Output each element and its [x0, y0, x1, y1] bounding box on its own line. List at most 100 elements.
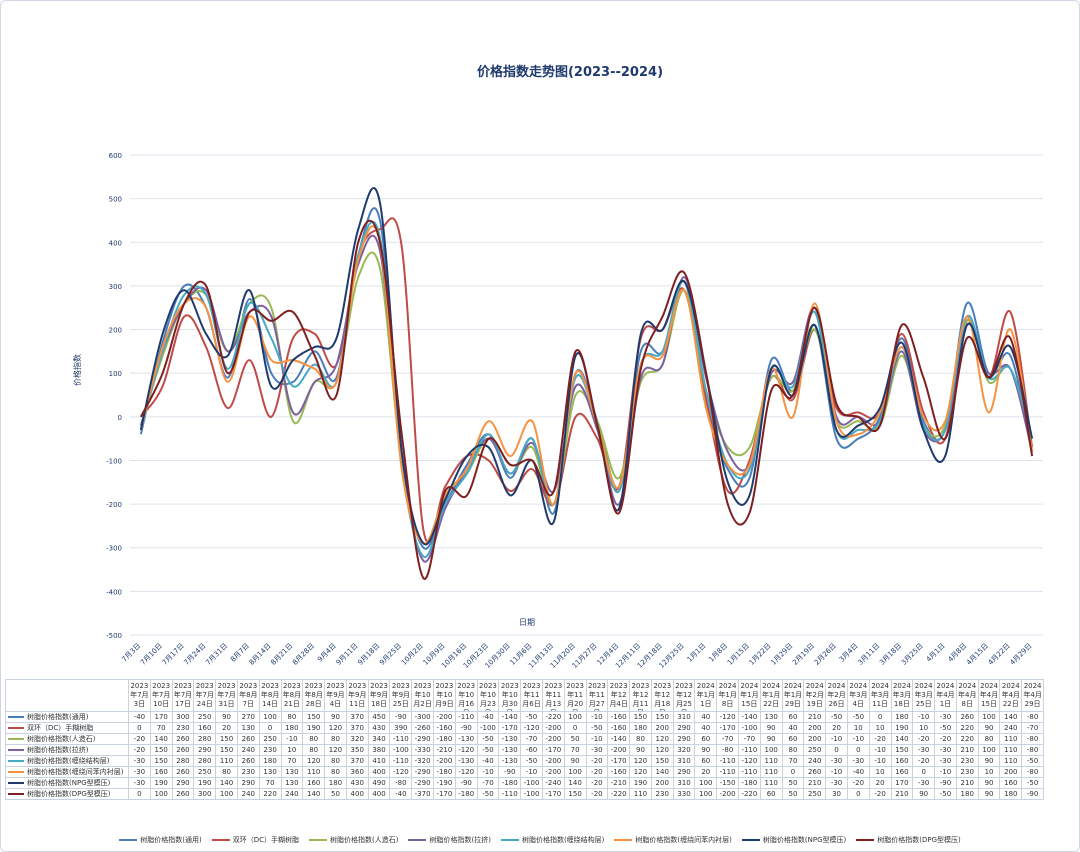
table-cell: 110 — [1000, 734, 1023, 745]
table-cell: -130 — [455, 756, 478, 767]
table-cell: -150 — [717, 778, 739, 789]
table-cell: -30 — [847, 756, 870, 767]
table-cell: 90 — [978, 789, 1001, 800]
table-cell: 180 — [891, 712, 914, 723]
table-cell: -20 — [847, 778, 870, 789]
table-cell: -20 — [869, 789, 892, 800]
table-row-label: 树脂价格指数(缠绕结构层) — [6, 756, 129, 767]
y-tick-label: 0 — [118, 414, 122, 422]
table-cell: 140 — [216, 778, 238, 789]
table-cell: 230 — [237, 767, 260, 778]
legend-label: 树脂价格指数(通用) — [140, 836, 202, 844]
table-cell: 180 — [325, 778, 347, 789]
table-header: 2023年12月4日 — [608, 680, 631, 712]
table-cell: 100 — [978, 712, 1001, 723]
legend: 树脂价格指数(通用) 双环（DC）手糊树脂 树脂价格指数(人造石) 树脂价格指数(拉挤… — [0, 835, 1080, 845]
table-cell: 290 — [237, 778, 260, 789]
table-cell: -90 — [390, 712, 413, 723]
table-cell: -160 — [608, 767, 631, 778]
table-cell: 120 — [630, 756, 652, 767]
table-cell: 60 — [760, 789, 783, 800]
table-cell: 150 — [216, 745, 238, 756]
table-cell: 250 — [194, 712, 217, 723]
y-tick-label: -400 — [106, 588, 122, 596]
table-cell: 130 — [259, 767, 282, 778]
table-cell: 20 — [826, 723, 848, 734]
table-cell: -50 — [586, 723, 609, 734]
legend-label: 树脂价格指数(缠绕结构层) — [521, 836, 605, 844]
table-cell: 80 — [630, 734, 652, 745]
table-cell: 310 — [673, 778, 696, 789]
table-cell: -30 — [913, 778, 936, 789]
table-cell: 0 — [847, 789, 870, 800]
table-cell: -120 — [739, 756, 761, 767]
table-cell: 260 — [237, 756, 260, 767]
legend-item: 双环（DC）手糊树脂 — [211, 835, 299, 845]
table-cell: 60 — [782, 734, 805, 745]
legend-label: 树脂价格指数(DPG型模压) — [877, 836, 961, 844]
table-cell: -170 — [434, 789, 456, 800]
table-cell: 260 — [956, 712, 979, 723]
y-tick-label: 200 — [109, 327, 122, 335]
table-cell: -120 — [390, 767, 413, 778]
table-cell: -110 — [455, 712, 478, 723]
table-cell: 0 — [129, 723, 151, 734]
table-cell: -160 — [434, 723, 456, 734]
table-cell: 80 — [303, 745, 326, 756]
x-tick-label: 1月29日 — [769, 642, 794, 667]
table-cell: 90 — [978, 723, 1001, 734]
table-cell: -90 — [1022, 789, 1044, 800]
table-cell: -100 — [521, 778, 543, 789]
table-cell: 200 — [1000, 767, 1023, 778]
table-cell: 110 — [1000, 745, 1023, 756]
table-cell: -80 — [717, 745, 739, 756]
table-cell: -110 — [390, 734, 413, 745]
table-cell: 260 — [237, 734, 260, 745]
row-name: 树脂价格指数(人造石) — [27, 735, 96, 743]
table-cell: 210 — [804, 712, 827, 723]
table-cell: 50 — [564, 734, 587, 745]
table-cell: 320 — [673, 745, 696, 756]
table-cell: 240 — [1000, 723, 1023, 734]
table-header: 2023年8月28日 — [303, 680, 326, 712]
table-cell: 110 — [216, 756, 238, 767]
table-cell: -170 — [542, 789, 565, 800]
table-cell: 260 — [172, 734, 195, 745]
table-cell: 450 — [368, 712, 391, 723]
table-cell: -130 — [455, 734, 478, 745]
table-cell: 90 — [760, 723, 783, 734]
table-cell: 410 — [368, 756, 391, 767]
table-header: 2023年7月24日 — [194, 680, 217, 712]
table-cell: -70 — [521, 734, 543, 745]
table-cell: -290 — [412, 767, 434, 778]
table-cell: -370 — [412, 789, 434, 800]
table-cell: -80 — [1022, 734, 1044, 745]
table-cell: -140 — [608, 734, 631, 745]
x-tick-label: 3月18日 — [878, 642, 903, 667]
table-cell: 140 — [564, 778, 587, 789]
legend-swatch — [8, 760, 24, 762]
table-header: 2023年9月18日 — [368, 680, 391, 712]
table-cell: 110 — [303, 767, 326, 778]
table-cell: 20 — [695, 767, 718, 778]
table-cell: 140 — [150, 734, 173, 745]
table-cell: -40 — [129, 712, 151, 723]
chart-title: 价格指数走势图(2023--2024) — [477, 64, 663, 80]
table-header: 2023年9月25日 — [390, 680, 413, 712]
table-cell: -170 — [542, 745, 565, 756]
table-cell: -200 — [542, 734, 565, 745]
table-header: 2023年11月13日 — [542, 680, 565, 712]
table-cell: -110 — [739, 745, 761, 756]
table-cell: -30 — [913, 745, 936, 756]
table-cell: 100 — [259, 712, 282, 723]
table-header: 2024年1月22日 — [760, 680, 783, 712]
table-cell: -210 — [608, 778, 631, 789]
table-header: 2023年10月23日 — [477, 680, 500, 712]
table-cell: 430 — [368, 723, 391, 734]
table-cell: 70 — [150, 723, 173, 734]
table-header: 2023年10月2日 — [412, 680, 434, 712]
row-name: 树脂价格指数(缠绕结构层) — [27, 757, 110, 765]
table-cell: -200 — [434, 712, 456, 723]
table-cell: 300 — [172, 712, 195, 723]
